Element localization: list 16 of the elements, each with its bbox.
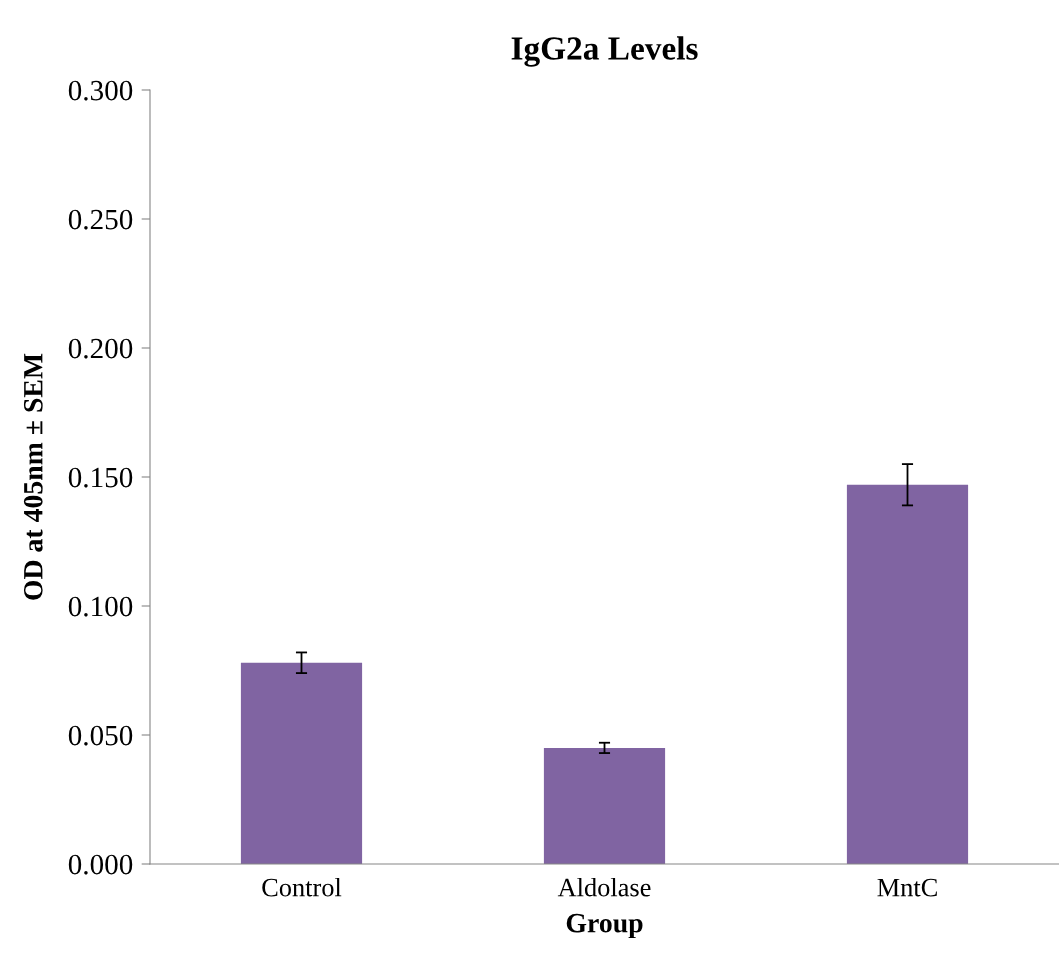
bar	[240, 662, 363, 864]
bar	[846, 484, 969, 864]
y-tick-label: 0.100	[68, 596, 133, 617]
x-tick-label: Control	[262, 877, 342, 897]
y-tick-label: 0.300	[68, 80, 133, 101]
y-tick-label: 0.050	[68, 725, 133, 746]
bar	[543, 747, 666, 864]
chart-title: IgG2a Levels	[511, 36, 698, 67]
y-tick-label: 0.150	[68, 467, 133, 488]
x-tick-label: Aldolase	[557, 877, 651, 897]
y-axis-title: OD at 405nm ± SEM	[23, 353, 43, 600]
x-axis-title: Group	[566, 913, 643, 939]
y-tick-label: 0.200	[68, 338, 133, 359]
y-tick-label: 0.250	[68, 209, 133, 230]
y-tick-label: 0.000	[68, 854, 133, 875]
x-tick-label: MntC	[877, 878, 937, 897]
